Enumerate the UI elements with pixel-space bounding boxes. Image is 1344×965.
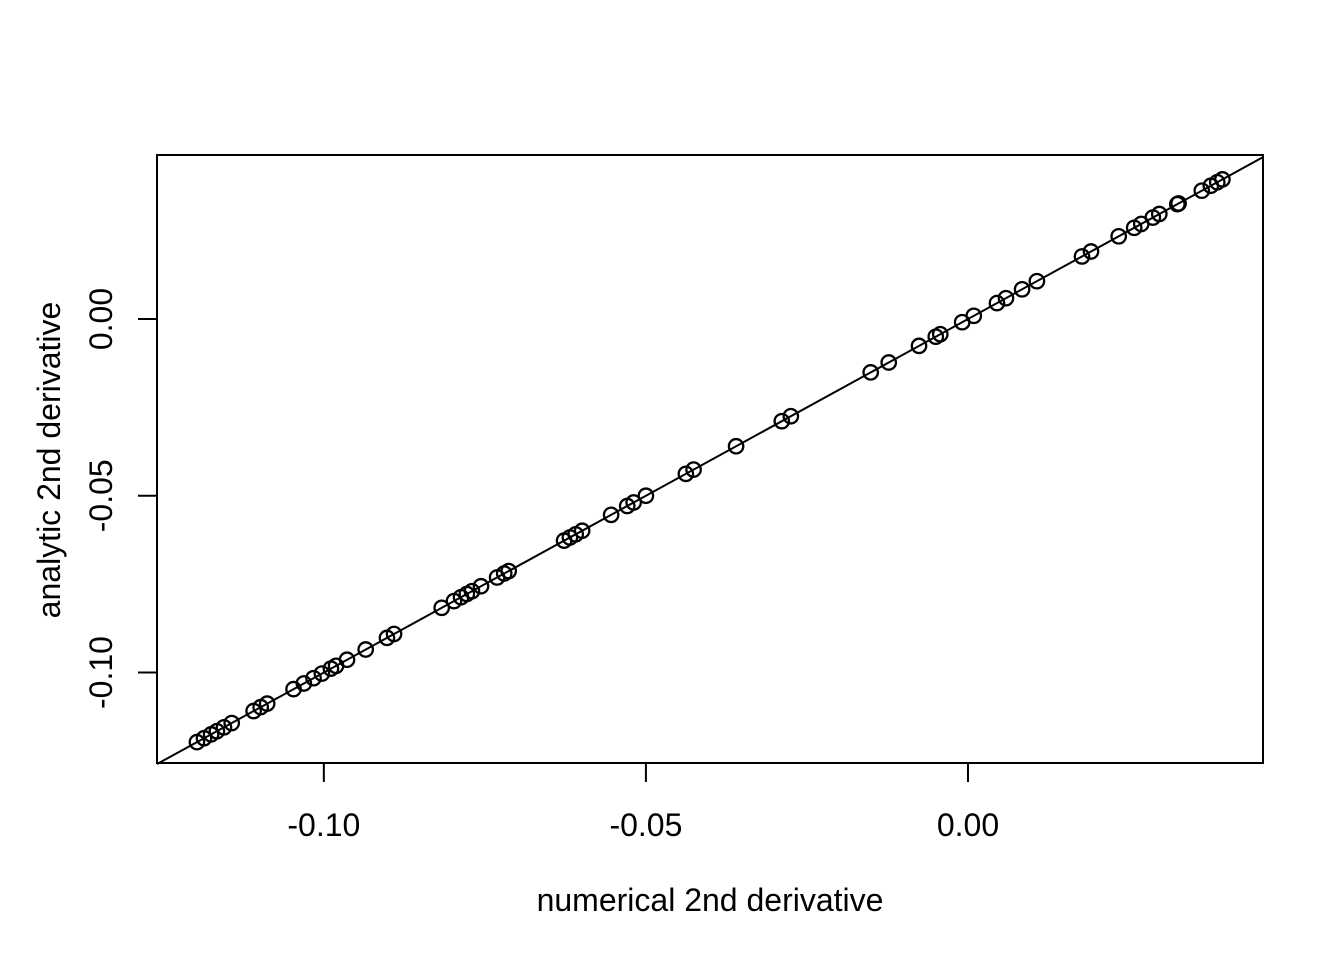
y-axis-tick-label: -0.10 (83, 636, 119, 709)
data-point (305, 669, 322, 687)
data-point (625, 494, 643, 511)
data-point (573, 522, 591, 540)
plot-area: -0.10 -0.05 0.00 0.00 -0.05 -0.10 (83, 154, 1264, 843)
x-axis-tick-label: 0.00 (937, 807, 999, 843)
data-point (1082, 243, 1100, 260)
data-point (463, 582, 481, 600)
data-point (910, 337, 928, 355)
data-point (1110, 227, 1128, 245)
x-axis-title: numerical 2nd derivative (537, 882, 884, 918)
data-point (637, 487, 655, 505)
x-axis-tick-label: -0.05 (609, 807, 682, 843)
data-point (500, 562, 518, 580)
plot-box (156, 154, 1264, 764)
data-point (433, 599, 451, 617)
data-point (773, 412, 791, 430)
data-point (685, 461, 702, 478)
data-point (258, 695, 276, 712)
data-point (862, 364, 880, 381)
data-point (931, 325, 949, 343)
data-point (1150, 205, 1168, 223)
data-point (1013, 280, 1031, 298)
data-point (223, 714, 241, 732)
data-point (997, 289, 1015, 307)
data-point (965, 307, 983, 325)
data-point (472, 577, 490, 595)
data-point (1193, 182, 1211, 200)
data-point (880, 354, 898, 371)
data-point (602, 506, 620, 524)
data-point (782, 407, 800, 425)
data-point (1073, 248, 1091, 265)
y-axis-title: analytic 2nd derivative (31, 302, 67, 619)
data-point (988, 294, 1006, 312)
data-point (295, 675, 313, 692)
y-axis-tick-label: -0.05 (83, 459, 119, 532)
data-point (1214, 171, 1231, 188)
data-point (385, 625, 403, 643)
x-axis-tick-label: -0.10 (287, 807, 360, 843)
data-point (313, 665, 331, 682)
data-point (338, 651, 356, 669)
data-point (1170, 195, 1187, 212)
y-axis-tick-label: 0.00 (83, 288, 119, 350)
data-point (1028, 272, 1046, 290)
data-point (357, 641, 375, 658)
data-point (727, 437, 745, 455)
